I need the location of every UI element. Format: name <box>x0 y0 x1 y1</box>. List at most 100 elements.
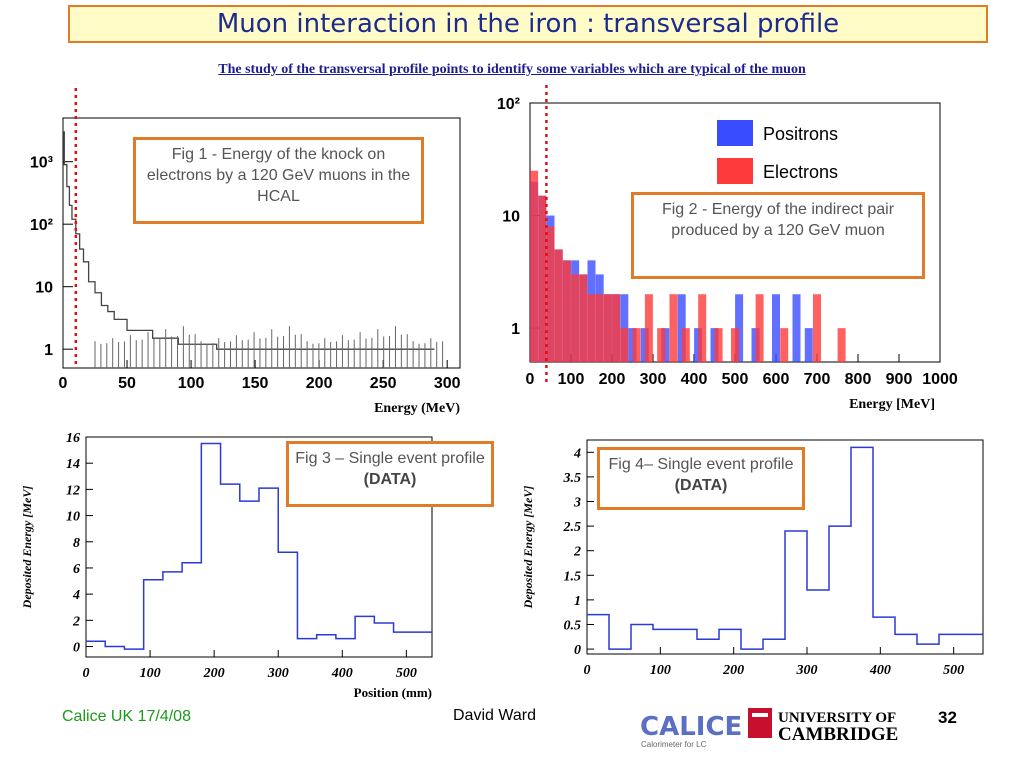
title-box: Muon interaction in the iron : transvers… <box>68 5 988 43</box>
fig2-xtick-label: 800 <box>845 371 872 388</box>
fig3-ytick-label: 4 <box>72 588 80 603</box>
fig2-electron-bar <box>669 294 678 362</box>
fig4-ytick-label: 1 <box>574 594 581 609</box>
fig4-ylabel: Deposited Energy [MeV] <box>521 486 535 610</box>
fig2-electron-bar <box>603 294 612 362</box>
fig2-electron-bar <box>612 294 621 362</box>
fig4-frame <box>586 439 984 655</box>
fig2-positron-bar <box>628 328 637 362</box>
fig4-ytick-label: 2 <box>573 545 581 560</box>
fig4-histogram-line <box>587 446 983 650</box>
fig2-electron-bar <box>698 294 707 362</box>
fig2-electron-bar <box>657 328 666 362</box>
fig1-xtick-label: 250 <box>370 375 397 392</box>
fig4-ytick-label: 3.5 <box>563 471 582 486</box>
fig2-electron-bar <box>644 294 653 362</box>
fig2-xtick-label: 1000 <box>922 371 958 388</box>
fig3-xlabel: Position (mm) <box>354 685 432 700</box>
fig2-ytick-label: 10² <box>497 96 520 113</box>
fig1-caption-text: Fig 1 - Energy of the knock on electrons… <box>146 146 411 205</box>
footer-author: David Ward <box>453 707 536 724</box>
fig3-xtick-label: 500 <box>396 666 417 681</box>
fig1-histogram-line <box>63 131 435 350</box>
fig2-positron-bar <box>792 294 801 362</box>
fig1-xtick-label: 150 <box>242 375 269 392</box>
fig2-electron-bar <box>620 328 629 362</box>
fig3-ytick-label: 14 <box>66 457 80 472</box>
fig2-xtick-label: 300 <box>640 371 667 388</box>
fig3-xtick-label: 300 <box>267 666 289 681</box>
fig3-xtick-label: 0 <box>83 666 90 681</box>
fig3-xtick-label: 200 <box>203 666 225 681</box>
fig1-ytick-label: 10² <box>30 217 53 234</box>
page-title: Muon interaction in the iron : transvers… <box>216 9 840 39</box>
fig2-electron-bar <box>530 170 539 362</box>
fig2-electron-bar <box>632 328 641 362</box>
fig3-ytick-label: 8 <box>73 536 80 551</box>
fig4-ytick-label: 0 <box>574 643 581 658</box>
page-number: 32 <box>938 708 957 727</box>
fig4-xtick-label: 0 <box>584 663 591 678</box>
fig2-positron-bar <box>661 328 670 362</box>
fig4-ytick-label: 3 <box>573 495 581 510</box>
fig3-frame <box>85 436 433 658</box>
fig4-ytick-label: 4 <box>573 446 581 461</box>
fig2-xtick-label: 0 <box>526 371 535 388</box>
fig2-electron-bar <box>579 274 588 362</box>
fig4-ytick-label: 1.5 <box>564 569 582 584</box>
fig2-positron-bar <box>694 328 703 362</box>
fig3-ytick-label: 10 <box>66 510 80 525</box>
fig2-electron-bar <box>755 294 764 362</box>
fig2-positron-bar <box>772 294 780 362</box>
fig2-xtick-label: 400 <box>681 371 708 388</box>
fig3-histogram-line <box>86 442 432 650</box>
fig2-electron-bar <box>813 294 821 362</box>
fig3-caption-bold: (DATA) <box>363 471 417 488</box>
fig2-electron-bar <box>562 260 571 362</box>
fig2-positron-bar <box>751 328 760 362</box>
fig2-positron-bar <box>640 328 649 362</box>
fig4-caption: Fig 4– Single event profile (DATA) <box>597 447 805 510</box>
fig1-frame <box>62 117 461 369</box>
fig1-xtick-label: 100 <box>178 375 205 392</box>
fig4-xtick-label: 300 <box>796 663 818 678</box>
fig3-caption: Fig 3 – Single event profile (DATA) <box>286 441 494 507</box>
fig2-electron-bar <box>587 294 596 362</box>
fig2-electron-bar <box>714 328 723 362</box>
fig2-positron-bar <box>804 328 813 362</box>
fig4-xtick-label: 100 <box>650 663 671 678</box>
fig3-ytick-label: 12 <box>66 483 80 498</box>
fig2-electron-bar <box>554 249 563 362</box>
fig3-ytick-label: 6 <box>73 562 80 577</box>
fig4-xtick-label: 200 <box>722 663 744 678</box>
fig3-ylabel: Deposited Energy [MeV] <box>20 486 34 610</box>
fig2-positron-bar <box>677 294 686 362</box>
fig1-xtick-label: 200 <box>306 375 333 392</box>
fig1-xtick-label: 50 <box>118 375 136 392</box>
fig1-ytick-label: 10 <box>35 280 53 297</box>
subtitle: The study of the transversal profile poi… <box>218 62 806 77</box>
fig2-electron-bar <box>538 195 547 362</box>
fig1-xtick-label: 300 <box>434 375 461 392</box>
fig3-xtick-label: 400 <box>331 666 353 681</box>
fig3-ytick-label: 0 <box>73 641 80 656</box>
fig2-electron-bar <box>681 328 690 362</box>
fig2-legend-positrons-swatch <box>717 120 753 146</box>
fig2-caption-text: Fig 2 - Energy of the indirect pair prod… <box>661 201 895 239</box>
fig1-caption: Fig 1 - Energy of the knock on electrons… <box>133 137 424 224</box>
fig3-xtick-label: 100 <box>140 666 161 681</box>
fig2-electron-bar <box>595 294 604 362</box>
fig2-legend-electrons-swatch <box>717 158 753 184</box>
footer-date: Calice UK 17/4/08 <box>62 708 191 725</box>
fig2-xtick-label: 500 <box>722 371 749 388</box>
fig2-electron-bar <box>731 328 739 362</box>
fig4-ytick-label: 0.5 <box>564 618 582 633</box>
fig2-ytick-label: 1 <box>511 321 520 338</box>
fig2-electron-bar <box>837 328 846 362</box>
fig4-xtick-label: 500 <box>943 663 964 678</box>
fig2-positron-bar <box>710 328 719 362</box>
fig2-xtick-label: 200 <box>599 371 626 388</box>
fig1-ytick-label: 1 <box>44 342 53 359</box>
fig1-ytick-label: 10³ <box>30 155 53 172</box>
